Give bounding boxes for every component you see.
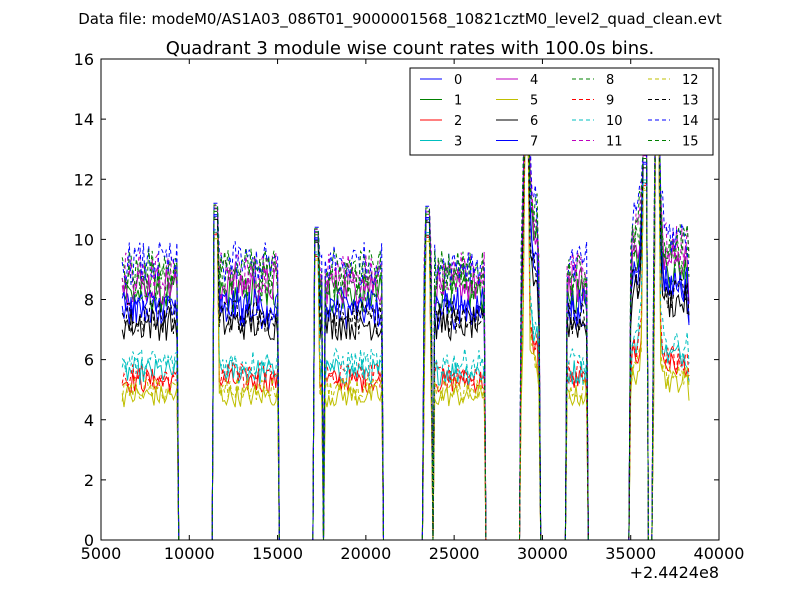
series-line-0 [121,120,690,540]
y-tick-label-7: 14 [74,110,94,129]
legend-label-8: 8 [606,73,614,88]
series-line-13 [121,122,690,540]
y-tick-label-0: 0 [84,531,94,550]
y-tick-label-6: 12 [74,170,94,189]
y-tick-label-3: 6 [84,351,94,370]
y-tick-label-5: 10 [74,230,94,249]
legend-label-5: 5 [530,94,538,109]
x-tick-label-5: 30000 [517,544,568,563]
legend-label-9: 9 [606,94,614,109]
series-line-8 [121,109,690,540]
figure-suptitle: Data file: modeM0/AS1A03_086T01_90000015… [78,10,722,29]
legend-label-13: 13 [682,94,699,109]
x-tick-label-4: 25000 [429,544,480,563]
series-line-11 [121,106,690,540]
series-line-10 [121,138,690,540]
legend-label-0: 0 [454,73,462,88]
x-tick-label-0: 5000 [81,544,122,563]
y-tick-label-4: 8 [84,291,94,310]
series-line-3 [121,141,690,540]
series-line-5 [121,149,690,540]
legend-label-14: 14 [682,114,699,129]
series-line-12 [121,147,690,540]
x-tick-label-1: 10000 [164,544,215,563]
y-tick-label-2: 4 [84,411,94,430]
series-line-7 [121,118,690,540]
series-line-1 [121,114,690,540]
series-line-4 [121,110,690,540]
plot-lines [121,103,690,540]
legend-label-15: 15 [682,135,699,150]
y-tick-label-8: 16 [74,50,94,69]
chart-title: Quadrant 3 module wise count rates with … [166,38,655,59]
x-tick-label-3: 20000 [340,544,391,563]
axis-ticks [100,58,720,541]
x-tick-label-2: 15000 [252,544,303,563]
legend-label-7: 7 [530,135,538,150]
x-offset-label: +2.4424e8 [630,563,719,582]
series-line-15 [121,105,690,540]
series-line-6 [121,124,690,540]
series-line-9 [121,142,690,540]
axis-tick-labels: 5000 10000 15000 20000 25000 30000 35000 40000 0… [74,50,745,563]
legend-label-11: 11 [606,135,623,150]
legend-label-10: 10 [606,114,623,129]
legend-label-6: 6 [530,114,538,129]
legend-label-3: 3 [454,135,462,150]
series-line-2 [121,144,690,540]
legend-label-2: 2 [454,114,462,129]
x-tick-label-7: 40000 [694,544,745,563]
legend-label-1: 1 [454,94,462,109]
legend-label-12: 12 [682,73,699,88]
series-line-14 [121,103,690,540]
x-tick-label-6: 35000 [605,544,656,563]
legend-label-4: 4 [530,73,538,88]
y-tick-label-1: 2 [84,471,94,490]
